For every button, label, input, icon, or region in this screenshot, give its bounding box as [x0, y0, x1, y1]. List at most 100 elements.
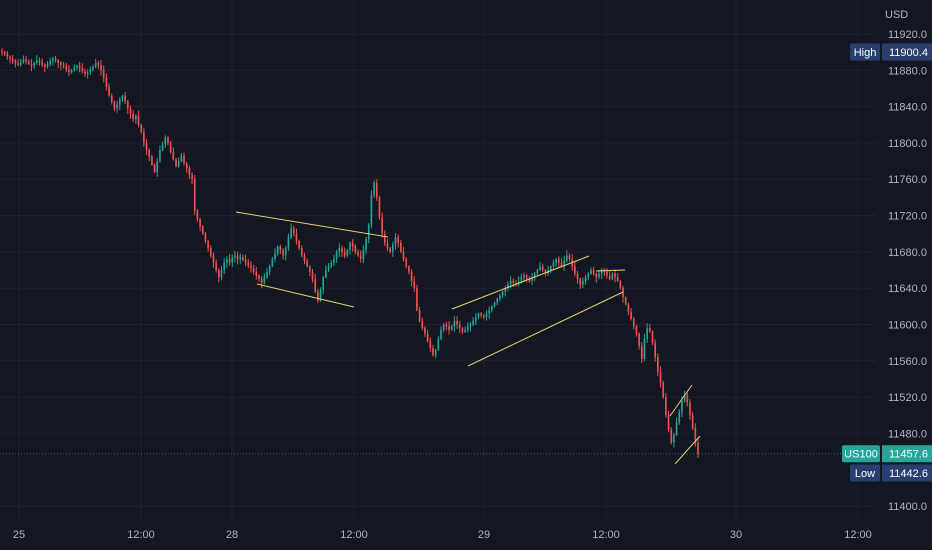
candle-body: [531, 277, 533, 281]
candle-body: [343, 251, 346, 256]
candle-body: [62, 64, 65, 67]
candle-body: [450, 326, 453, 330]
y-tick-label: 11400.0: [888, 501, 927, 513]
time-axis[interactable]: 25 12:00 28 12:00 29 12:00 30 12:00: [13, 529, 872, 541]
candle-body: [38, 60, 41, 63]
candle-body: [287, 237, 290, 249]
candle-body: [654, 342, 656, 358]
candle-body: [525, 275, 528, 280]
candle-body: [159, 150, 161, 162]
candle-body: [84, 71, 86, 74]
candle-body: [330, 262, 333, 267]
trendline[interactable]: [256, 283, 355, 308]
candle-body: [683, 395, 686, 401]
candle-body: [474, 317, 477, 321]
candle-body: [456, 320, 458, 325]
candle-body: [113, 102, 116, 109]
candle-body: [590, 270, 592, 274]
candle-body: [566, 255, 568, 261]
candle-body: [57, 60, 60, 64]
candle-body: [60, 63, 62, 65]
candle-body: [616, 277, 619, 281]
candle-body: [17, 63, 19, 65]
candle-body: [97, 63, 100, 65]
candle-body: [480, 313, 482, 316]
candle-body: [335, 251, 338, 260]
candle-body: [365, 239, 367, 251]
candle-body: [657, 357, 659, 372]
candle-body: [295, 233, 298, 241]
candle-body: [442, 324, 445, 330]
candle-body: [381, 217, 383, 234]
candle-body: [204, 233, 207, 241]
trendline[interactable]: [595, 269, 626, 272]
candle-body: [662, 382, 665, 398]
symbol-value-bg: [882, 445, 932, 463]
trendline[interactable]: [467, 291, 624, 367]
candle-body: [164, 137, 167, 145]
candle-body: [651, 331, 654, 343]
candle-body: [338, 248, 341, 252]
candle-body: [223, 262, 226, 270]
candle-body: [65, 66, 68, 70]
candle-body: [255, 271, 258, 276]
candle-body: [413, 280, 416, 289]
candle-body: [322, 277, 325, 290]
candle-body: [691, 415, 694, 428]
candles: [1, 48, 699, 459]
candle-body: [314, 279, 317, 292]
candle-body: [137, 115, 140, 125]
grid: [0, 0, 876, 520]
candle-body: [129, 108, 132, 114]
candle-body: [212, 255, 215, 263]
candle-body: [354, 246, 357, 252]
candle-body: [242, 257, 244, 261]
candle-body: [520, 277, 523, 281]
candle-body: [35, 60, 38, 64]
candle-body: [437, 338, 440, 350]
y-tick-label: 11720.0: [888, 211, 927, 223]
x-tick-label: 28: [226, 529, 238, 541]
candle-body: [327, 266, 330, 270]
candle-body: [472, 320, 474, 325]
candle-body: [410, 271, 413, 281]
trendline[interactable]: [235, 211, 389, 238]
candle-body: [624, 297, 627, 305]
candle-body: [686, 395, 689, 403]
candle-body: [587, 273, 590, 278]
low-label-value: 11442.6: [889, 468, 928, 480]
candle-body: [268, 266, 271, 272]
candle-body: [670, 429, 673, 443]
candle-body: [199, 219, 201, 227]
candle-body: [110, 95, 113, 103]
candle-body: [298, 240, 300, 249]
x-tick-label: 12:00: [340, 529, 368, 541]
y-tick-label: 11640.0: [888, 283, 927, 295]
candle-body: [52, 58, 54, 62]
candle-body: [207, 240, 209, 249]
candle-body: [461, 328, 464, 332]
candle-body: [523, 275, 525, 278]
candle-body: [116, 104, 118, 109]
candle-body: [477, 313, 480, 318]
candle-body: [140, 124, 143, 133]
candle-body: [290, 228, 292, 238]
candle-body: [81, 68, 84, 72]
candle-body: [421, 320, 424, 329]
candle-body: [25, 59, 27, 62]
candle-body: [646, 328, 648, 339]
candle-body: [54, 58, 57, 61]
candle-body: [180, 155, 183, 162]
x-tick-label: 12:00: [592, 529, 620, 541]
candle-body: [167, 137, 169, 143]
trendline[interactable]: [674, 435, 701, 465]
candle-body: [1, 51, 3, 53]
trendline[interactable]: [669, 384, 693, 417]
candle-body: [49, 61, 52, 64]
candle-body: [584, 277, 587, 281]
candle-body: [627, 304, 630, 312]
price-axis[interactable]: USD 11920.0 11880.0 11840.0 11800.0 11760.0 1…: [885, 9, 927, 513]
candle-body: [595, 273, 598, 278]
trendline[interactable]: [451, 255, 590, 310]
